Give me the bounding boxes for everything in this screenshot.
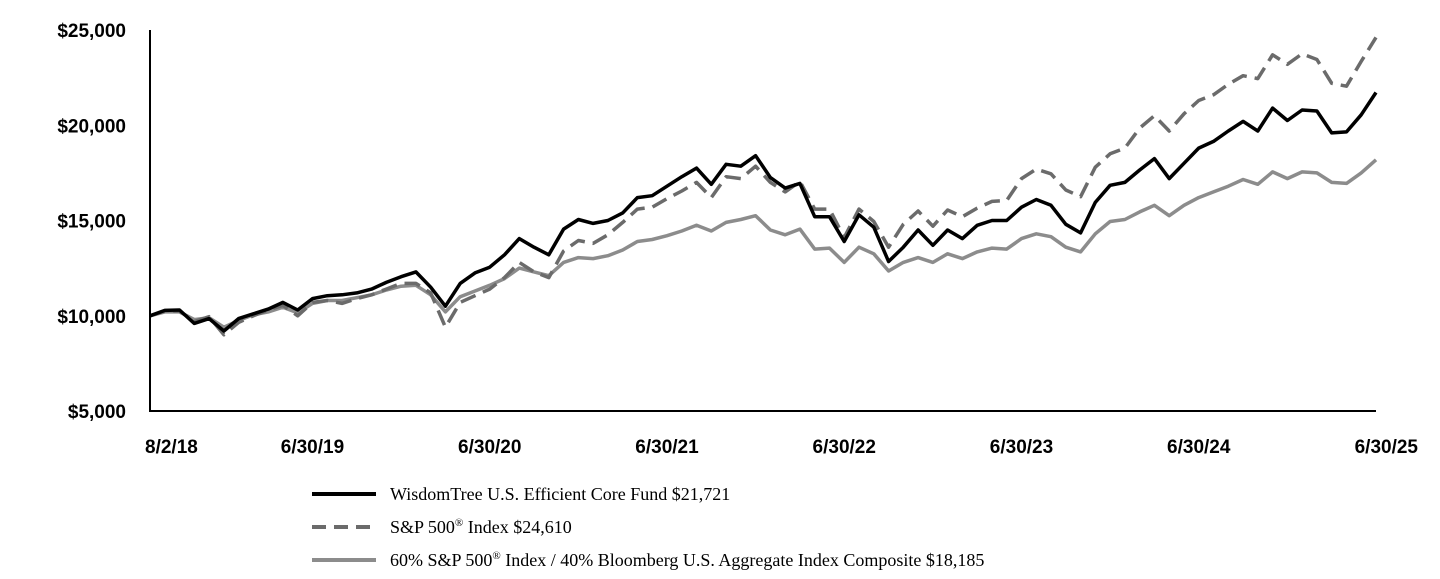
series-line-sp500: [149, 36, 1378, 337]
x-tick-label: 6/30/22: [813, 437, 876, 458]
x-axis-tick-labels: 8/2/18 6/30/19 6/30/20 6/30/21 6/30/22 6/30/2…: [145, 437, 1418, 458]
series-layer: [149, 36, 1378, 337]
legend-label-composite: 60% S&P 500® Index / 40% Bloomberg U.S. …: [390, 546, 984, 577]
series-line-fund: [149, 91, 1378, 333]
registered-mark: ®: [492, 550, 501, 562]
legend-label-sp500-rest: Index $24,610: [463, 517, 572, 537]
y-axis-tick-labels: $5,000 $10,000 $15,000 $20,000 $25,000: [57, 21, 126, 423]
legend-label-sp500-main: S&P 500: [390, 517, 455, 537]
y-tick-label: $20,000: [57, 116, 126, 137]
y-tick-label: $15,000: [57, 212, 126, 233]
legend-swatch-composite: [312, 558, 376, 562]
x-tick-label: 8/2/18: [145, 437, 198, 458]
y-tick-label: $5,000: [68, 402, 126, 423]
x-tick-label: 6/30/23: [990, 437, 1053, 458]
legend-swatch-sp500: [312, 525, 376, 529]
legend-label-composite-main: 60% S&P 500: [390, 550, 493, 570]
registered-mark: ®: [454, 517, 464, 529]
legend-label-composite-rest: Index / 40% Bloomberg U.S. Aggregate Ind…: [500, 550, 985, 570]
series-line-composite: [149, 158, 1378, 329]
x-tick-label: 6/30/20: [458, 437, 521, 458]
x-tick-label: 6/30/25: [1355, 437, 1419, 458]
x-tick-label: 6/30/24: [1167, 437, 1231, 458]
x-tick-label: 6/30/21: [635, 437, 699, 458]
y-tick-label: $10,000: [57, 307, 126, 328]
y-tick-label: $25,000: [57, 21, 126, 42]
legend-label-sp500: S&P 500® Index $24,610: [390, 513, 572, 544]
legend-swatch-fund: [312, 492, 376, 496]
x-tick-label: 6/30/19: [281, 437, 344, 458]
legend-label-fund: WisdomTree U.S. Efficient Core Fund $21,…: [390, 484, 731, 504]
